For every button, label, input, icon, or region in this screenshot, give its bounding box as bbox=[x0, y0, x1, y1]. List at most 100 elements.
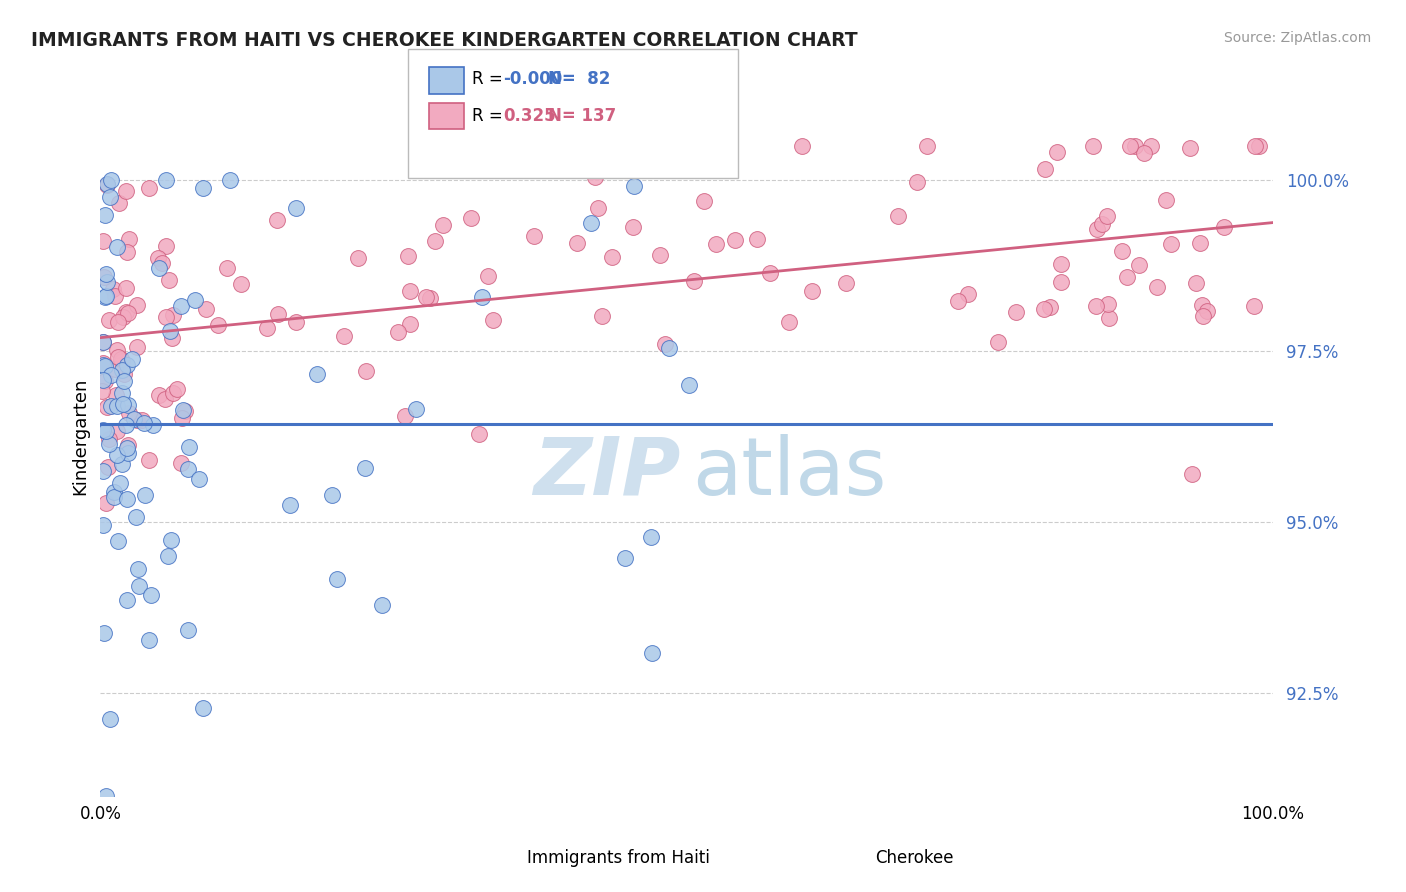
Point bbox=[110, 475, 132, 490]
Point bbox=[105, 240, 128, 254]
Point bbox=[91, 518, 114, 533]
Point bbox=[468, 426, 491, 441]
Point bbox=[471, 290, 494, 304]
Point bbox=[1119, 139, 1142, 153]
Point bbox=[148, 388, 170, 402]
Point bbox=[160, 331, 183, 345]
Point bbox=[1050, 276, 1073, 290]
Point bbox=[1097, 209, 1119, 223]
Point bbox=[94, 267, 117, 281]
Point bbox=[1128, 258, 1150, 272]
Point bbox=[1195, 304, 1218, 318]
Point bbox=[591, 309, 613, 323]
Point bbox=[115, 281, 138, 295]
Point bbox=[1243, 299, 1265, 313]
Point bbox=[115, 492, 138, 507]
Point bbox=[170, 456, 193, 470]
Point bbox=[155, 310, 177, 325]
Point bbox=[194, 301, 217, 316]
Point bbox=[100, 712, 122, 726]
Point bbox=[111, 386, 134, 401]
Point bbox=[94, 208, 117, 222]
Point bbox=[125, 340, 148, 354]
Point bbox=[1154, 193, 1177, 207]
Point bbox=[905, 174, 928, 188]
Point bbox=[398, 284, 420, 298]
Point bbox=[387, 325, 409, 339]
Point bbox=[111, 458, 134, 472]
Point bbox=[396, 249, 419, 263]
Point bbox=[107, 315, 129, 329]
Point bbox=[153, 392, 176, 407]
Point bbox=[284, 202, 307, 216]
Point bbox=[640, 530, 662, 544]
Point bbox=[354, 461, 377, 475]
Point bbox=[278, 498, 301, 512]
Point bbox=[177, 624, 200, 638]
Point bbox=[138, 452, 160, 467]
Point bbox=[98, 312, 121, 326]
Point bbox=[100, 173, 122, 187]
Point bbox=[112, 374, 135, 388]
Point bbox=[1115, 270, 1137, 285]
Point bbox=[93, 269, 115, 284]
Point bbox=[138, 181, 160, 195]
Point bbox=[706, 237, 728, 252]
Point bbox=[91, 234, 114, 248]
Point bbox=[423, 234, 446, 248]
Point bbox=[100, 190, 122, 204]
Point bbox=[188, 471, 211, 485]
Point bbox=[321, 488, 343, 502]
Point bbox=[477, 269, 499, 284]
Point bbox=[460, 211, 482, 225]
Point bbox=[117, 398, 139, 412]
Point bbox=[1091, 217, 1114, 231]
Point bbox=[191, 181, 214, 195]
Point bbox=[565, 236, 588, 251]
Point bbox=[1244, 139, 1267, 153]
Point bbox=[623, 179, 645, 194]
Text: N= 137: N= 137 bbox=[548, 107, 617, 125]
Point bbox=[887, 209, 910, 223]
Point bbox=[1039, 300, 1062, 314]
Point bbox=[139, 588, 162, 602]
Point bbox=[93, 375, 115, 389]
Point bbox=[117, 445, 139, 459]
Point bbox=[117, 438, 139, 452]
Point bbox=[834, 276, 856, 290]
Point bbox=[117, 232, 139, 246]
Point bbox=[91, 464, 114, 478]
Point bbox=[613, 550, 636, 565]
Point bbox=[778, 315, 800, 329]
Point bbox=[1191, 298, 1213, 312]
Point bbox=[96, 424, 118, 438]
Point bbox=[583, 169, 606, 184]
Point bbox=[683, 274, 706, 288]
Point bbox=[159, 533, 181, 548]
Point bbox=[678, 378, 700, 392]
Point bbox=[117, 306, 139, 320]
Point bbox=[127, 413, 149, 427]
Text: N=  82: N= 82 bbox=[548, 70, 610, 87]
Point bbox=[115, 244, 138, 259]
Point bbox=[654, 337, 676, 351]
Point bbox=[640, 646, 662, 660]
Point bbox=[155, 173, 177, 187]
Y-axis label: Kindergarten: Kindergarten bbox=[72, 378, 89, 495]
Point bbox=[100, 368, 122, 382]
Point bbox=[128, 579, 150, 593]
Point bbox=[93, 625, 115, 640]
Point bbox=[96, 275, 118, 289]
Point bbox=[91, 423, 114, 437]
Point bbox=[107, 351, 129, 365]
Point bbox=[1004, 305, 1026, 319]
Point bbox=[648, 248, 671, 262]
Point bbox=[132, 417, 155, 431]
Point bbox=[98, 433, 121, 447]
Point bbox=[692, 194, 714, 208]
Point bbox=[917, 139, 939, 153]
Point bbox=[105, 424, 128, 438]
Point bbox=[354, 364, 377, 378]
Point bbox=[127, 298, 149, 312]
Point bbox=[112, 310, 135, 325]
